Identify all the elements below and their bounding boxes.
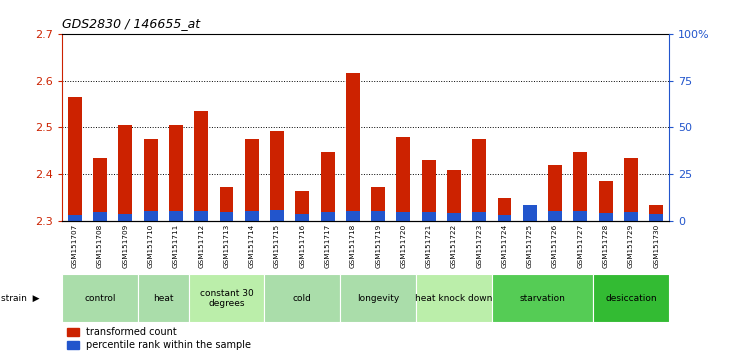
Bar bbox=[593, 274, 669, 322]
Bar bbox=[295, 191, 309, 221]
Bar bbox=[396, 137, 410, 221]
Bar bbox=[371, 211, 385, 221]
Bar bbox=[548, 165, 562, 221]
Bar bbox=[189, 274, 265, 322]
Bar bbox=[624, 212, 638, 221]
Bar bbox=[265, 274, 340, 322]
Bar bbox=[371, 188, 385, 221]
Bar bbox=[68, 97, 82, 221]
Bar bbox=[422, 160, 436, 221]
Bar bbox=[573, 152, 587, 221]
Bar bbox=[93, 212, 107, 221]
Text: heat: heat bbox=[153, 294, 173, 303]
Text: constant 30
degrees: constant 30 degrees bbox=[200, 289, 254, 308]
Legend: transformed count, percentile rank within the sample: transformed count, percentile rank withi… bbox=[67, 327, 251, 350]
Bar bbox=[118, 125, 132, 221]
Bar bbox=[68, 215, 82, 221]
Bar bbox=[422, 212, 436, 221]
Bar bbox=[321, 212, 335, 221]
Text: cold: cold bbox=[293, 294, 311, 303]
Bar bbox=[472, 139, 486, 221]
Bar bbox=[447, 213, 461, 221]
Bar bbox=[219, 188, 233, 221]
Bar bbox=[447, 170, 461, 221]
Bar bbox=[492, 274, 593, 322]
Bar bbox=[340, 274, 416, 322]
Bar bbox=[144, 139, 158, 221]
Bar bbox=[62, 274, 138, 322]
Bar bbox=[270, 131, 284, 221]
Bar bbox=[498, 215, 512, 221]
Bar bbox=[321, 152, 335, 221]
Bar bbox=[396, 212, 410, 221]
Bar bbox=[346, 74, 360, 221]
Text: control: control bbox=[84, 294, 115, 303]
Bar bbox=[118, 214, 132, 221]
Bar bbox=[523, 205, 537, 221]
Bar bbox=[138, 274, 189, 322]
Bar bbox=[194, 211, 208, 221]
Bar bbox=[548, 211, 562, 221]
Bar bbox=[346, 211, 360, 221]
Bar bbox=[649, 214, 663, 221]
Bar bbox=[523, 209, 537, 221]
Bar bbox=[472, 212, 486, 221]
Bar bbox=[245, 139, 259, 221]
Bar bbox=[245, 211, 259, 221]
Bar bbox=[624, 158, 638, 221]
Bar bbox=[144, 211, 158, 221]
Bar bbox=[599, 181, 613, 221]
Bar bbox=[169, 125, 183, 221]
Text: desiccation: desiccation bbox=[605, 294, 656, 303]
Bar bbox=[270, 210, 284, 221]
Text: strain  ▶: strain ▶ bbox=[1, 294, 40, 303]
Bar bbox=[649, 205, 663, 221]
Bar bbox=[599, 213, 613, 221]
Text: starvation: starvation bbox=[520, 294, 565, 303]
Bar bbox=[169, 211, 183, 221]
Text: heat knock down: heat knock down bbox=[415, 294, 493, 303]
Bar bbox=[219, 212, 233, 221]
Bar bbox=[573, 211, 587, 221]
Bar bbox=[93, 158, 107, 221]
Bar bbox=[194, 111, 208, 221]
Bar bbox=[295, 214, 309, 221]
Bar bbox=[416, 274, 492, 322]
Bar bbox=[498, 198, 512, 221]
Text: GDS2830 / 146655_at: GDS2830 / 146655_at bbox=[62, 17, 200, 30]
Text: longevity: longevity bbox=[357, 294, 399, 303]
